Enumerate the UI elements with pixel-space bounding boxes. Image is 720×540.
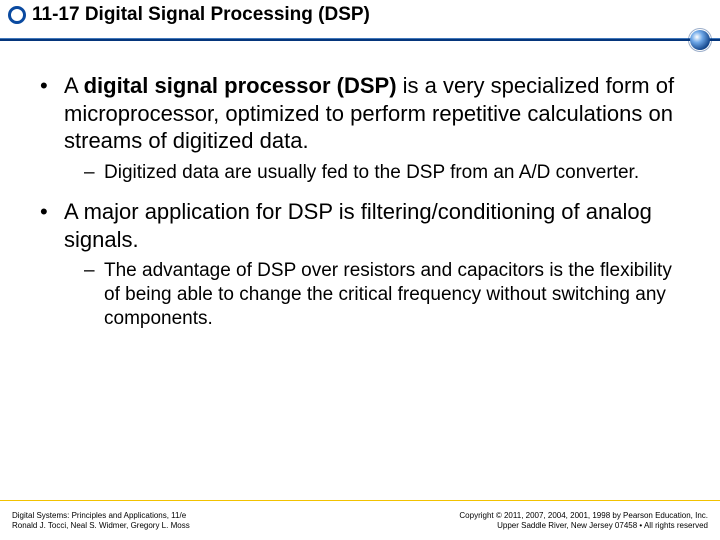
bullet-text: A digital signal processor (DSP) is a ve… [64,72,680,155]
divider-circle-icon [690,30,710,50]
text-run-bold: digital signal processor (DSP) [84,73,397,98]
slide-footer: Digital Systems: Principles and Applicat… [0,500,720,540]
bullet-level2: – Digitized data are usually fed to the … [84,161,680,185]
bullet-text: The advantage of DSP over resistors and … [104,259,680,330]
header-divider [0,30,720,52]
bullet-dash-icon: – [84,161,104,185]
footer-copyright: Copyright © 2011, 2007, 2004, 2001, 1998… [459,511,708,521]
footer-book-title: Digital Systems: Principles and Applicat… [12,511,190,521]
bullet-level1: • A major application for DSP is filteri… [40,198,680,253]
footer-authors: Ronald J. Tocci, Neal S. Widmer, Gregory… [12,521,190,531]
title-bar: 11-17 Digital Signal Processing (DSP) [0,0,720,26]
bullet-level1: • A digital signal processor (DSP) is a … [40,72,680,155]
footer-right: Copyright © 2011, 2007, 2004, 2001, 1998… [459,511,708,530]
bullet-dot-icon: • [40,72,64,155]
text-run: A [64,73,84,98]
bullet-dot-icon: • [40,198,64,253]
title-bullet-icon [8,6,26,24]
bullet-text: Digitized data are usually fed to the DS… [104,161,639,185]
bullet-level2: – The advantage of DSP over resistors an… [84,259,680,330]
slide-header: 11-17 Digital Signal Processing (DSP) [0,0,720,54]
bullet-text: A major application for DSP is filtering… [64,198,680,253]
footer-left: Digital Systems: Principles and Applicat… [12,511,190,530]
slide-title: 11-17 Digital Signal Processing (DSP) [32,4,370,26]
divider-line-icon [0,38,720,41]
slide-content: • A digital signal processor (DSP) is a … [0,54,720,331]
footer-address: Upper Saddle River, New Jersey 07458 • A… [459,521,708,531]
bullet-dash-icon: – [84,259,104,330]
